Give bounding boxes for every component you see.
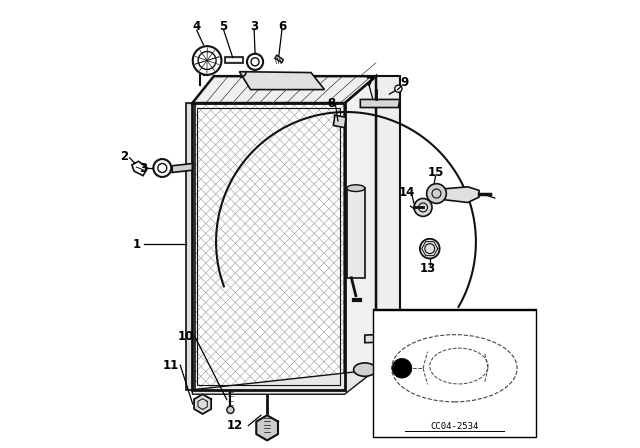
- Polygon shape: [186, 103, 195, 390]
- Text: 4: 4: [193, 20, 201, 34]
- Polygon shape: [192, 103, 345, 390]
- Circle shape: [154, 159, 172, 177]
- Polygon shape: [365, 334, 398, 343]
- Bar: [226, 59, 242, 61]
- Polygon shape: [275, 55, 284, 63]
- Polygon shape: [360, 99, 400, 108]
- Polygon shape: [347, 188, 365, 278]
- Polygon shape: [172, 164, 192, 172]
- Circle shape: [427, 184, 446, 203]
- Polygon shape: [192, 76, 376, 103]
- Polygon shape: [192, 370, 376, 394]
- Polygon shape: [239, 72, 324, 90]
- Text: 3: 3: [250, 20, 258, 34]
- Ellipse shape: [354, 363, 376, 376]
- Ellipse shape: [347, 185, 365, 192]
- Text: 3: 3: [139, 161, 147, 175]
- Circle shape: [395, 85, 402, 92]
- Text: 5: 5: [220, 20, 228, 34]
- Text: CC04-2534: CC04-2534: [430, 422, 479, 431]
- Text: 8: 8: [327, 96, 335, 110]
- Text: 14: 14: [398, 186, 415, 199]
- Circle shape: [414, 198, 432, 216]
- Polygon shape: [333, 115, 346, 128]
- Text: 13: 13: [419, 262, 436, 276]
- Text: 10: 10: [177, 329, 194, 343]
- Circle shape: [247, 54, 263, 70]
- Text: 15: 15: [428, 166, 444, 179]
- Bar: [225, 57, 243, 63]
- Polygon shape: [256, 415, 278, 440]
- Text: 1: 1: [133, 237, 141, 251]
- Circle shape: [227, 406, 234, 414]
- Polygon shape: [376, 76, 400, 363]
- Polygon shape: [441, 187, 479, 202]
- Polygon shape: [345, 76, 376, 390]
- Circle shape: [420, 239, 440, 258]
- Text: 7: 7: [365, 76, 373, 90]
- Polygon shape: [194, 394, 211, 414]
- Text: 12: 12: [227, 419, 243, 432]
- Polygon shape: [132, 161, 148, 176]
- Text: 6: 6: [278, 20, 286, 34]
- Text: 9: 9: [400, 76, 408, 90]
- Text: 11: 11: [163, 358, 179, 372]
- Circle shape: [193, 46, 221, 75]
- Bar: [373, 310, 536, 437]
- Circle shape: [392, 358, 412, 378]
- Text: 2: 2: [120, 150, 128, 164]
